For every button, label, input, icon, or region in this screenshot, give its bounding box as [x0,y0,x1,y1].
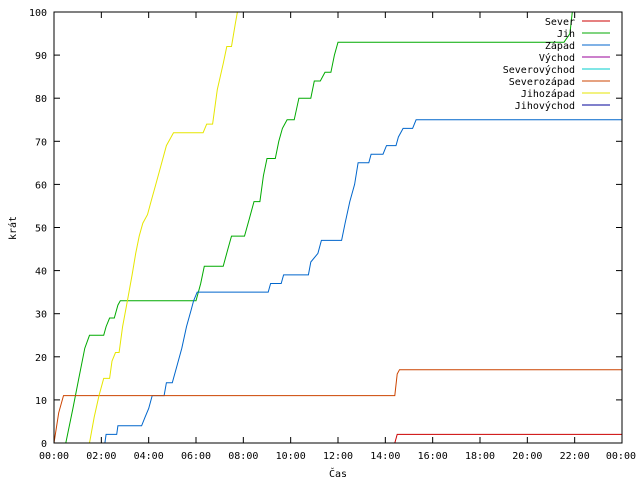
y-tick-label: 40 [35,267,47,278]
legend-label: Severovýchod [503,64,575,76]
x-tick-label: 12:00 [323,451,353,462]
legend-label: Jihozápad [521,88,575,100]
x-tick-label: 02:00 [86,451,116,462]
x-tick-label: 18:00 [465,451,495,462]
y-axis-label: krát [7,216,19,240]
x-tick-label: 04:00 [134,451,164,462]
legend-label: Sever [545,17,575,28]
x-tick-label: 10:00 [276,451,306,462]
x-tick-label: 00:00 [606,451,636,462]
y-tick-label: 0 [41,439,47,450]
y-tick-label: 60 [35,180,47,191]
x-tick-label: 08:00 [228,451,258,462]
series-line-2 [104,119,622,443]
y-tick-label: 100 [29,8,47,19]
legend-label: Jih [557,29,575,40]
y-tick-label: 30 [35,310,47,321]
y-tick-label: 80 [35,94,47,105]
x-tick-label: 22:00 [560,451,590,462]
x-tick-label: 06:00 [181,451,211,462]
legend: SeverJihZápadVýchodSeverovýchodSeverozáp… [503,17,610,112]
x-tick-label: 20:00 [512,451,542,462]
series-line-6 [89,12,238,443]
y-tick-label: 50 [35,224,47,235]
x-axis-label: Čas [329,467,347,480]
y-tick-label: 20 [35,353,47,364]
x-tick-label: 16:00 [418,451,448,462]
y-tick-label: 70 [35,137,47,148]
series-line-1 [65,12,573,443]
x-tick-label: 14:00 [370,451,400,462]
y-tick-label: 10 [35,396,47,407]
x-tick-label: 00:00 [39,451,69,462]
tick-layer: 00:00 02:00 04:00 06:00 08:00 10:00 12:00 14:00… [29,8,636,462]
legend-label: Severozápad [509,76,575,88]
series-layer [54,12,622,443]
y-tick-label: 90 [35,51,47,62]
series-line-0 [394,433,622,443]
series-line-5 [54,369,622,443]
legend-label: Jihovýchod [515,100,575,112]
legend-label: Východ [539,52,575,64]
legend-label: Západ [545,40,575,52]
